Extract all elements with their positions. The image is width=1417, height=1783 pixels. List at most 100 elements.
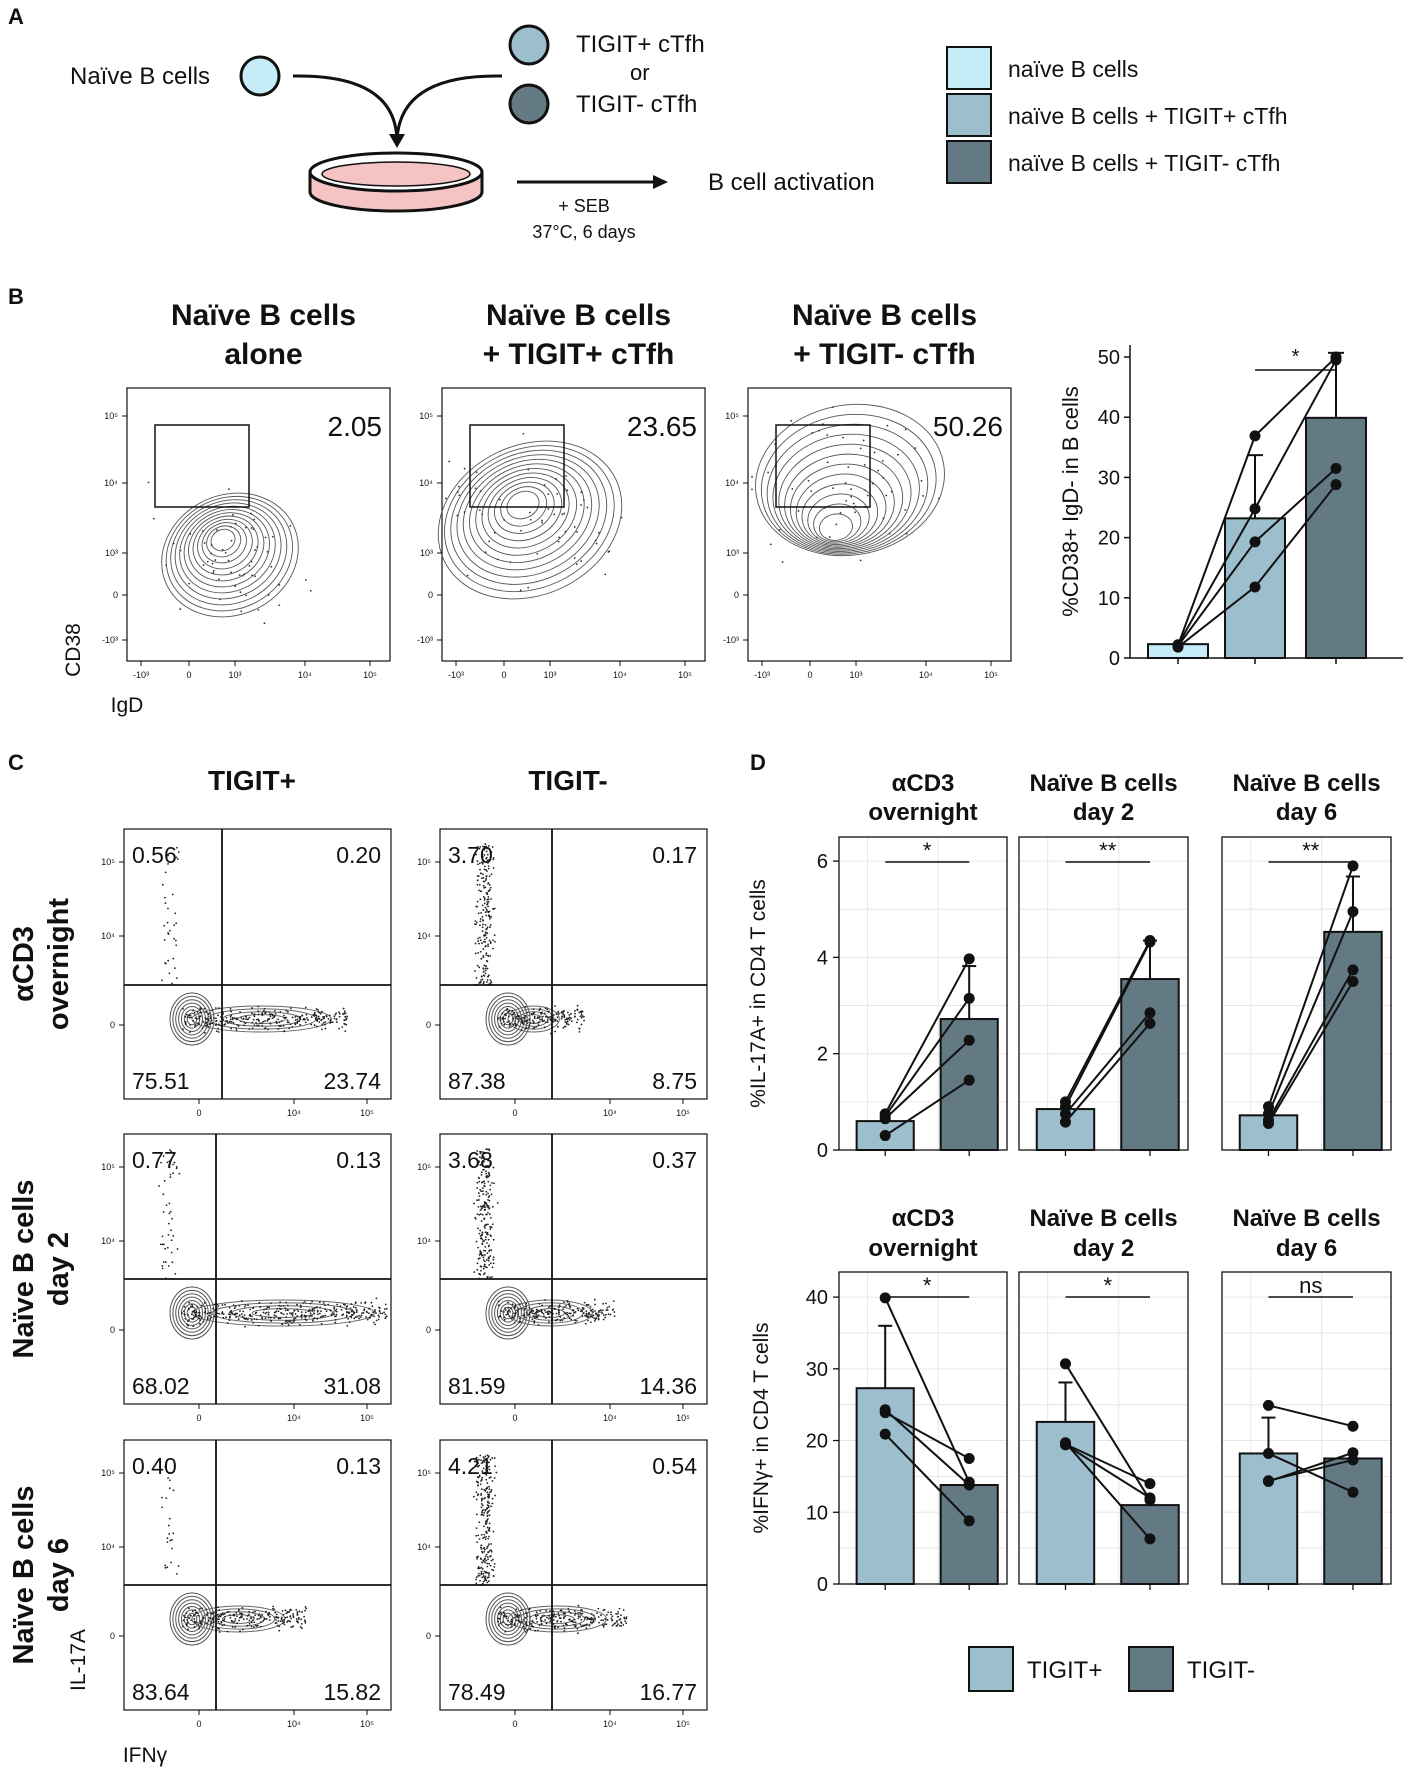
- paired-line: [884, 997, 971, 1117]
- paired-line: [1064, 940, 1151, 1103]
- y-tick-label: 10⁵: [417, 1468, 431, 1478]
- column-title: TIGIT+: [208, 765, 296, 796]
- x-tick-label: 10⁵: [363, 670, 377, 680]
- y-tick-label: 10⁴: [417, 1542, 431, 1552]
- panel-letter-a: A: [8, 4, 24, 29]
- x-tick-label: 10⁴: [603, 1108, 617, 1118]
- y-tick-label: 0: [428, 590, 433, 600]
- data-point: [1059, 1096, 1071, 1108]
- activation-arrowhead-icon: [653, 175, 668, 189]
- x-tick-label: 10⁴: [298, 670, 312, 680]
- data-point: [879, 1292, 891, 1304]
- facet-title-line2: day 6: [1276, 1235, 1337, 1262]
- legend-label: naïve B cells + TIGIT- cTfh: [1008, 150, 1280, 176]
- gate-percentage: 50.26: [933, 411, 1003, 442]
- paired-line: [884, 1408, 970, 1486]
- ifng-facet-chart: %IFNγ+ in CD4 T cells 0 10 20 30 40 αCD3 overni…: [750, 1205, 1392, 1596]
- x-tick-label: -10³: [133, 670, 149, 680]
- paired-line: [1267, 865, 1354, 1107]
- facet-title-line1: Naïve B cells: [1232, 770, 1380, 797]
- quadrant-lower-left: 78.49: [448, 1679, 506, 1705]
- data-point: [963, 1034, 975, 1046]
- merge-arrowhead-icon: [389, 134, 405, 148]
- data-point: [963, 1074, 975, 1086]
- facet-title-line2: overnight: [868, 1235, 977, 1262]
- x-tick-label: 10⁴: [613, 670, 627, 680]
- x-tick-label: 0: [196, 1413, 201, 1423]
- y-tick-label: 40: [806, 1287, 828, 1309]
- tigit-pos-label: TIGIT+ cTfh: [576, 31, 705, 58]
- x-tick-label: 10⁴: [603, 1719, 617, 1729]
- y-tick-label: 10⁴: [101, 1542, 115, 1552]
- tigit-legend: TIGIT+ TIGIT-: [968, 1646, 1255, 1692]
- event-density: [473, 1148, 616, 1340]
- data-point: [879, 1407, 891, 1419]
- event-density: [472, 1454, 628, 1646]
- y-tick-label: 50: [1098, 347, 1120, 369]
- y-tick-label: 10³: [726, 548, 739, 558]
- quadrant-upper-left: 4.21: [448, 1453, 493, 1479]
- flow-plot-frame: [441, 387, 706, 662]
- y-tick-label: 30: [1098, 467, 1120, 489]
- data-point: [1262, 1399, 1274, 1411]
- significance-label: *: [1292, 346, 1300, 368]
- x-tick-label: 10⁵: [360, 1719, 374, 1729]
- data-point: [1144, 935, 1156, 947]
- panel-a: A Naïve B cells TIGIT+ cTfh or TIGIT- cT…: [8, 4, 1288, 242]
- facet-frame: [838, 1271, 1008, 1585]
- x-tick-label: 10⁵: [360, 1108, 374, 1118]
- tigit-neg-cell-icon: [508, 83, 550, 125]
- data-point: [1144, 1007, 1156, 1019]
- data-point: [1144, 1533, 1156, 1545]
- legend-swatch: [946, 46, 992, 90]
- y-tick-label: 10⁵: [101, 1468, 115, 1478]
- event-density: [473, 843, 585, 1046]
- column-title: TIGIT-: [528, 765, 607, 796]
- y-tick-label: 10³: [420, 548, 433, 558]
- row-title-line1: αCD3: [8, 926, 40, 1002]
- gate-percentage: 2.05: [328, 411, 383, 442]
- x-tick-label: 10⁵: [676, 1413, 690, 1423]
- y-tick-label: 10: [1098, 588, 1120, 610]
- x-tick-label: 10⁴: [287, 1719, 301, 1729]
- merge-arrow-left: [292, 74, 399, 141]
- y-tick-label: 0: [817, 1574, 828, 1596]
- legend-swatch: [968, 1646, 1014, 1692]
- flow-title-line2: + TIGIT+ cTfh: [483, 338, 675, 371]
- x-tick-label: 10⁴: [603, 1413, 617, 1423]
- paired-line: [884, 1411, 970, 1460]
- conditions-label: 37°C, 6 days: [532, 222, 635, 242]
- x-tick-label: 10⁴: [287, 1413, 301, 1423]
- paired-line: [1065, 1443, 1151, 1485]
- flow-plot-frame: [439, 828, 708, 1100]
- y-tick-label: -10³: [102, 635, 118, 645]
- x-tick-label: 10³: [849, 670, 862, 680]
- data-point: [879, 1428, 891, 1440]
- data-point: [1347, 906, 1359, 918]
- facet-frame: [838, 836, 1008, 1151]
- legend-swatch: [946, 140, 992, 184]
- y-tick-label: 0: [110, 1020, 115, 1030]
- facet-frame: [1221, 836, 1392, 1151]
- paired-line: [884, 1079, 970, 1137]
- data-point: [1144, 1017, 1156, 1029]
- quadrant-upper-right: 0.20: [336, 842, 381, 868]
- schematic-legend: naïve B cells naïve B cells + TIGIT+ cTfh…: [946, 46, 1288, 184]
- paired-line: [1268, 1404, 1354, 1428]
- quadrant-upper-right: 0.37: [652, 1147, 697, 1173]
- y-tick-label: 10⁵: [101, 857, 115, 867]
- y-tick-label: 10⁵: [419, 411, 433, 421]
- paired-line: [1267, 969, 1354, 1121]
- quadrant-lower-right: 15.82: [323, 1679, 381, 1705]
- data-point: [963, 1479, 975, 1491]
- y-tick-label: 10⁵: [101, 1162, 115, 1172]
- data-point: [1262, 1475, 1274, 1487]
- data-point: [1330, 462, 1342, 474]
- facet-title-line2: overnight: [868, 799, 977, 826]
- legend-label: naïve B cells + TIGIT+ cTfh: [1008, 103, 1288, 129]
- data-point: [1249, 430, 1261, 442]
- data-point: [1330, 479, 1342, 491]
- data-point: [1144, 1478, 1156, 1490]
- x-tick-label: 10⁵: [676, 1719, 690, 1729]
